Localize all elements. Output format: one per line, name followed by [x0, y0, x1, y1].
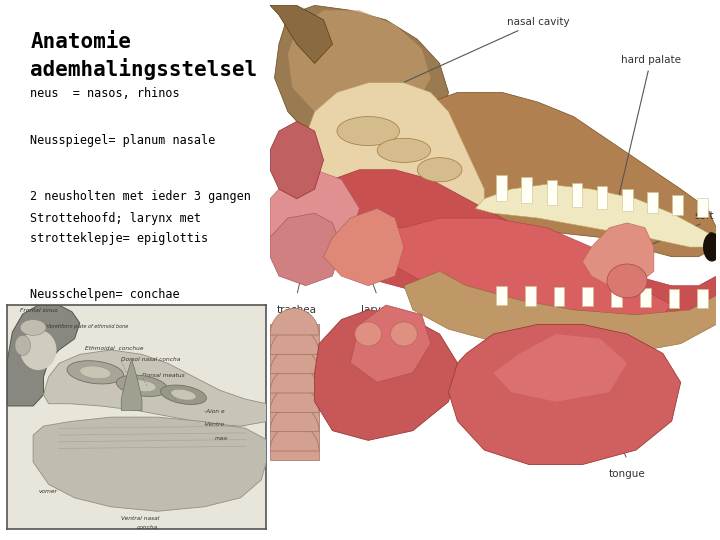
Ellipse shape [117, 375, 168, 396]
Text: esophagus: esophagus [300, 161, 389, 191]
Text: Dorsal meatus: Dorsal meatus [142, 373, 184, 378]
Polygon shape [270, 170, 359, 256]
Text: trachea: trachea [276, 305, 317, 315]
Text: nasal cavity: nasal cavity [384, 17, 569, 91]
Bar [622, 189, 633, 211]
Wedge shape [270, 405, 319, 431]
Text: concha: concha [137, 525, 158, 530]
Polygon shape [493, 334, 627, 402]
Text: -Middle m: -Middle m [163, 386, 192, 391]
Polygon shape [33, 417, 266, 511]
Bar [496, 286, 507, 305]
Bar [697, 198, 708, 217]
Bar [270, 5, 716, 320]
Wedge shape [270, 424, 319, 451]
Polygon shape [582, 223, 654, 286]
Polygon shape [270, 122, 323, 199]
Polygon shape [43, 350, 266, 426]
Text: -Ventro: -Ventro [204, 422, 225, 427]
Text: ademhalingsstelsel: ademhalingsstelsel [30, 58, 258, 80]
Wedge shape [270, 386, 319, 413]
Bar [668, 288, 679, 308]
Text: epiglottis: epiglottis [469, 305, 518, 315]
Polygon shape [449, 325, 680, 464]
Ellipse shape [20, 330, 56, 370]
Bar [672, 195, 683, 215]
Bar [554, 287, 564, 306]
Ellipse shape [67, 361, 124, 384]
Wedge shape [270, 347, 319, 374]
Text: Ventral nasal: Ventral nasal [121, 516, 160, 521]
Text: Frontal sinus: Frontal sinus [20, 308, 58, 313]
Polygon shape [297, 170, 716, 320]
Ellipse shape [337, 117, 400, 146]
Ellipse shape [15, 335, 30, 355]
Bar [525, 286, 536, 306]
Polygon shape [404, 271, 716, 353]
Text: Ethmoidal  conchue: Ethmoidal conchue [85, 346, 143, 351]
Text: palate: palate [681, 230, 714, 240]
Text: Neusschelpen= conchae: Neusschelpen= conchae [30, 288, 180, 301]
Ellipse shape [703, 233, 720, 261]
Polygon shape [121, 359, 142, 410]
Bar [270, 325, 319, 460]
Bar [597, 186, 608, 209]
Text: vomer: vomer [38, 489, 57, 494]
Text: Cribretiform plate of ethmoid bone: Cribretiform plate of ethmoid bone [43, 323, 129, 328]
Ellipse shape [161, 385, 207, 404]
Polygon shape [351, 305, 431, 382]
Ellipse shape [80, 366, 111, 379]
Ellipse shape [355, 322, 382, 346]
Polygon shape [368, 218, 672, 315]
Bar [611, 288, 622, 307]
Text: tonsil: tonsil [613, 305, 642, 315]
Ellipse shape [171, 389, 196, 400]
Ellipse shape [20, 320, 46, 335]
Ellipse shape [390, 322, 418, 346]
Polygon shape [413, 92, 716, 256]
Ellipse shape [607, 264, 647, 298]
Bar [496, 174, 507, 201]
Wedge shape [270, 328, 319, 354]
Bar [546, 180, 557, 205]
Text: tongue: tongue [608, 469, 646, 480]
Text: Dorsol nasal concha: Dorsol nasal concha [121, 357, 181, 362]
Bar [647, 192, 657, 213]
Text: neus  = nasos, rhinos: neus = nasos, rhinos [30, 87, 180, 100]
Text: Anatomie: Anatomie [30, 32, 131, 52]
Ellipse shape [128, 380, 156, 392]
Text: maa: maa [215, 436, 228, 441]
Bar [521, 178, 532, 203]
Text: strotteklepje= epiglottis: strotteklepje= epiglottis [30, 232, 208, 245]
Polygon shape [270, 5, 333, 63]
Polygon shape [323, 208, 404, 286]
Bar [582, 287, 593, 307]
Text: soft: soft [695, 211, 714, 221]
Polygon shape [270, 213, 341, 286]
Text: hard palate: hard palate [618, 56, 680, 196]
Polygon shape [315, 310, 457, 441]
Bar [572, 183, 582, 207]
Polygon shape [274, 5, 449, 150]
Polygon shape [475, 184, 716, 247]
Bar [640, 288, 651, 307]
Polygon shape [288, 10, 431, 122]
Wedge shape [270, 367, 319, 393]
Polygon shape [306, 83, 485, 213]
Ellipse shape [377, 138, 431, 163]
Polygon shape [7, 305, 80, 406]
Text: Strottehoofd; larynx met: Strottehoofd; larynx met [30, 212, 202, 225]
Wedge shape [270, 308, 319, 335]
Text: larynx: larynx [361, 305, 393, 315]
Ellipse shape [418, 158, 462, 182]
Bar [697, 289, 708, 308]
Text: 2 neusholten met ieder 3 gangen: 2 neusholten met ieder 3 gangen [30, 190, 251, 203]
Text: -Aion e: -Aion e [204, 409, 225, 414]
Text: Neusspiegel= planum nasale: Neusspiegel= planum nasale [30, 134, 215, 147]
